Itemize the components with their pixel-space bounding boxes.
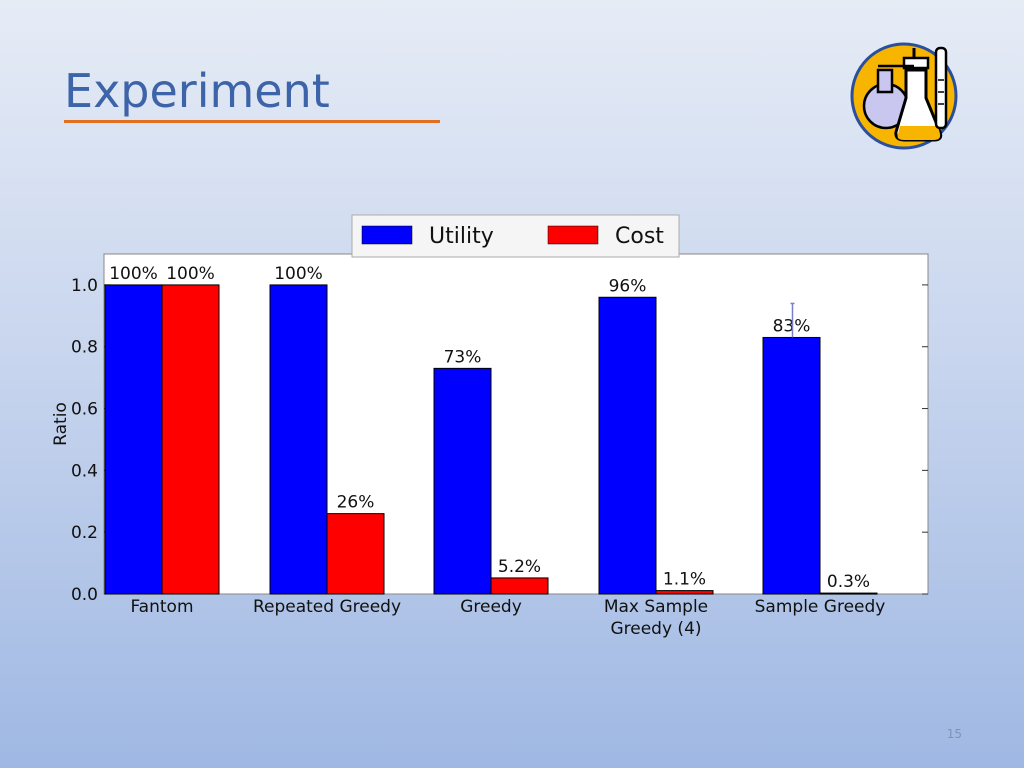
bar-utility-1 (269, 284, 328, 595)
title-underline (64, 120, 440, 123)
data-label-cost-1: 26% (337, 493, 375, 513)
chemistry-flasks-icon (850, 42, 958, 150)
y-tick-label: 0.4 (71, 461, 98, 481)
legend: Utility Cost (351, 214, 680, 258)
data-label-cost-2: 5.2% (498, 557, 541, 577)
legend-label-cost: Cost (615, 224, 664, 249)
bar-cost-3 (655, 590, 714, 595)
category-label-4: Sample Greedy (755, 597, 886, 617)
category-label-2: Greedy (460, 597, 522, 617)
bar-cost-0 (161, 284, 220, 595)
legend-label-utility: Utility (429, 224, 494, 249)
y-tick-label: 0.2 (71, 523, 98, 543)
bar-utility-2 (433, 367, 492, 595)
y-tick-label: 0.6 (71, 400, 98, 420)
bar-cost-4 (819, 592, 878, 595)
data-label-utility-0: 100% (109, 264, 158, 284)
y-tick-label: 0.0 (71, 585, 98, 605)
legend-swatch-utility (361, 225, 413, 245)
data-label-cost-3: 1.1% (663, 570, 706, 590)
bar-cost-1 (326, 513, 385, 595)
page-number: 15 (946, 727, 962, 741)
data-label-utility-4: 83% (773, 316, 811, 336)
bar-cost-2 (490, 577, 549, 595)
data-label-utility-1: 100% (274, 264, 323, 284)
data-label-cost-0: 100% (166, 264, 215, 284)
data-label-utility-2: 73% (444, 347, 482, 367)
data-label-cost-4: 0.3% (827, 572, 870, 592)
bar-utility-4 (762, 336, 821, 595)
y-tick-label: 1.0 (71, 276, 98, 296)
category-label-3: Max Sample Greedy (4) (604, 597, 708, 639)
bar-utility-3 (598, 296, 657, 595)
slide-title: Experiment (64, 64, 330, 118)
y-tick-label: 0.8 (71, 338, 98, 358)
data-label-utility-3: 96% (609, 276, 647, 296)
y-axis-label: Ratio (51, 402, 71, 446)
category-label-0: Fantom (130, 597, 193, 617)
bar-utility-0 (104, 284, 163, 595)
legend-swatch-cost (547, 225, 599, 245)
category-label-1: Repeated Greedy (253, 597, 401, 617)
